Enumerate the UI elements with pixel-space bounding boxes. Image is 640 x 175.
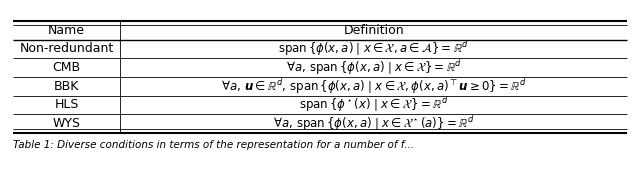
Text: $\forall a,\, \mathrm{span}\,\{\phi(x,a) \mid x \in \mathcal{X}\} = \mathbb{R}^d: $\forall a,\, \mathrm{span}\,\{\phi(x,a)… [285,58,462,77]
Text: BBK: BBK [54,80,79,93]
Text: Non-redundant: Non-redundant [19,43,114,55]
Text: Definition: Definition [344,24,404,37]
Text: CMB: CMB [52,61,81,74]
Text: $\mathrm{span}\,\{\phi(x,a) \mid x \in \mathcal{X}, a \in \mathcal{A}\} = \mathb: $\mathrm{span}\,\{\phi(x,a) \mid x \in \… [278,40,469,58]
Text: HLS: HLS [54,99,79,111]
Text: $\forall a,\, \boldsymbol{u} \in \mathbb{R}^d,\, \mathrm{span}\,\{\phi(x,a) \mid: $\forall a,\, \boldsymbol{u} \in \mathbb… [221,77,527,96]
Text: WYS: WYS [52,117,81,130]
Text: Table 1: Diverse conditions in terms of the representation for a number of f...: Table 1: Diverse conditions in terms of … [13,140,414,150]
Text: $\forall a,\, \mathrm{span}\,\{\phi(x,a) \mid x \in \mathcal{X}^\star(a)\} = \ma: $\forall a,\, \mathrm{span}\,\{\phi(x,a)… [273,114,474,133]
Text: $\mathrm{span}\,\{\phi^\star(x) \mid x \in \mathcal{X}\} = \mathbb{R}^d$: $\mathrm{span}\,\{\phi^\star(x) \mid x \… [299,96,449,114]
Text: Name: Name [48,24,85,37]
